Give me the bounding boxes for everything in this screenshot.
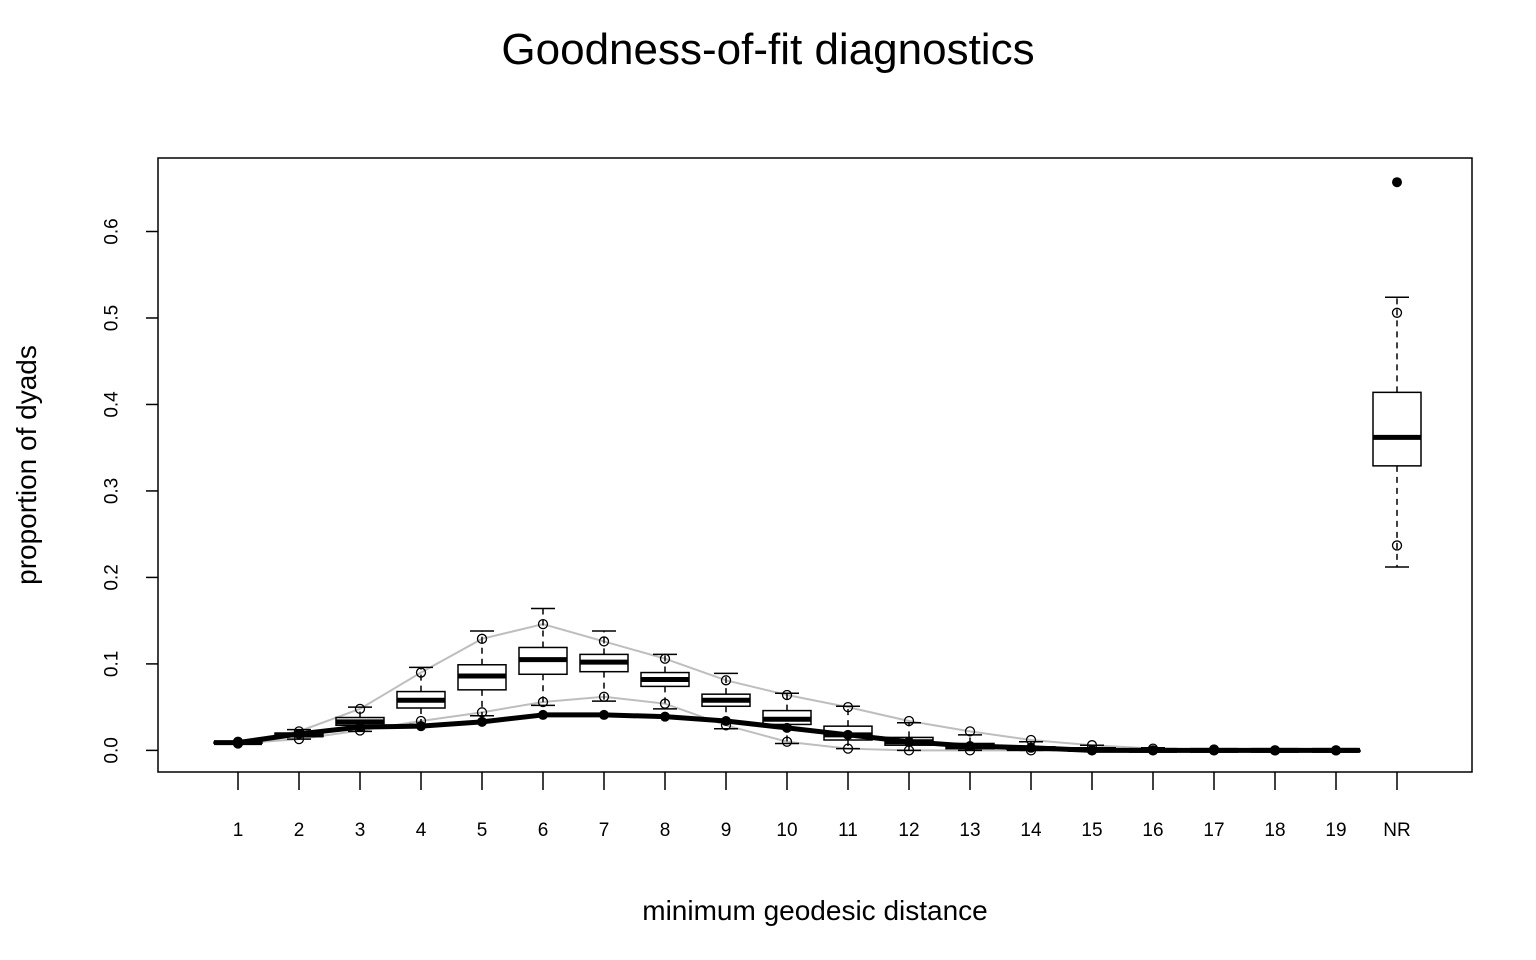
observed-point — [1026, 742, 1036, 753]
upper-interval-point — [720, 675, 732, 686]
upper-interval-point — [659, 653, 671, 664]
boxplots — [213, 296, 1422, 753]
lower-interval-point — [781, 736, 793, 747]
boxplot-4 — [396, 666, 446, 726]
interval-points — [232, 307, 1403, 756]
y-tick-label: 0.1 — [102, 651, 123, 677]
observed-point — [233, 737, 243, 748]
observed-point — [1331, 745, 1341, 756]
x-tick-label: NR — [1383, 820, 1410, 841]
upper-interval-point — [537, 618, 549, 630]
x-tick-label: 10 — [776, 820, 797, 841]
lower-interval-point — [1391, 540, 1403, 551]
upper-interval-point — [354, 703, 366, 715]
x-tick-label: 6 — [538, 820, 549, 841]
boxplot-10 — [762, 692, 812, 745]
x-tick-label: 1 — [233, 820, 244, 841]
y-tick-label: 0.0 — [102, 737, 123, 763]
observed-point — [965, 741, 975, 752]
observed-line — [237, 712, 1358, 753]
x-tick-label: 14 — [1020, 820, 1042, 841]
observed-point — [721, 715, 731, 726]
x-tick-label: 4 — [416, 820, 427, 841]
x-tick-label: 7 — [599, 820, 610, 841]
boxplot-11 — [823, 705, 873, 750]
upper-interval-point — [415, 667, 427, 678]
observed-point — [843, 729, 853, 740]
y-tick-label: 0.2 — [102, 564, 123, 590]
observed-point — [1209, 745, 1219, 756]
x-tick-label: 13 — [959, 820, 980, 841]
boxplot-8 — [640, 653, 690, 710]
y-axis: 0.0 0.1 0.2 0.3 0.4 0.5 0.6 — [102, 218, 158, 764]
x-tick-label: 8 — [660, 820, 671, 841]
x-tick-label: 3 — [355, 820, 366, 841]
x-tick-label: 11 — [838, 820, 858, 841]
x-tick-label: 17 — [1203, 820, 1224, 841]
upper-interval-point — [598, 636, 610, 647]
y-tick-label: 0.4 — [102, 391, 123, 418]
lower-interval-point — [842, 743, 854, 754]
observed-point — [538, 709, 548, 720]
observed-point — [416, 721, 426, 732]
boxplot-5 — [457, 630, 507, 717]
observed-point — [904, 736, 914, 747]
observed-point — [782, 722, 792, 733]
x-tick-label: 19 — [1325, 820, 1346, 841]
observed-point — [599, 709, 609, 720]
upper-interval-point — [476, 633, 488, 644]
x-tick-label: 12 — [898, 820, 919, 841]
y-tick-label: 0.3 — [102, 478, 123, 504]
observed-point — [1148, 745, 1158, 756]
boxplot-6 — [518, 607, 568, 707]
box — [1372, 391, 1422, 467]
boxplot-NR — [1372, 296, 1422, 568]
observed-point — [1087, 745, 1097, 756]
lower-interval-point — [476, 707, 488, 718]
observed-point — [1270, 745, 1280, 756]
observed-point — [660, 711, 670, 722]
upper-interval-point — [842, 701, 854, 713]
upper-interval-point — [964, 726, 976, 737]
x-axis-label: minimum geodesic distance — [642, 895, 988, 926]
x-tick-label: 9 — [721, 820, 732, 841]
x-tick-label: 15 — [1081, 820, 1102, 841]
observed-point — [294, 728, 304, 739]
lower-interval-point — [537, 696, 549, 708]
lower-interval-point — [659, 698, 671, 709]
upper-interval-point — [903, 715, 915, 727]
y-tick-label: 0.5 — [102, 305, 123, 331]
y-tick-label: 0.6 — [102, 218, 123, 244]
upper-interval-point — [781, 689, 793, 701]
upper-interval-point — [1391, 307, 1403, 318]
chart-title: Goodness-of-fit diagnostics — [501, 25, 1034, 74]
observed-series — [233, 177, 1402, 756]
observed-point — [477, 716, 487, 727]
x-tick-label: 16 — [1142, 820, 1163, 841]
y-axis-label: proportion of dyads — [11, 345, 42, 585]
x-tick-label: 18 — [1264, 820, 1285, 841]
plot-frame — [157, 157, 1473, 773]
lower-interval-point — [598, 691, 610, 702]
observed-point — [355, 722, 365, 733]
observed-point — [1392, 177, 1402, 188]
boxplot-7 — [579, 630, 629, 702]
x-tick-label: 2 — [294, 820, 305, 841]
x-tick-label: 5 — [477, 820, 488, 841]
x-axis: 1 2 3 4 5 6 7 8 9 10 11 12 13 14 15 16 17 18 19 NR — [233, 772, 1411, 841]
